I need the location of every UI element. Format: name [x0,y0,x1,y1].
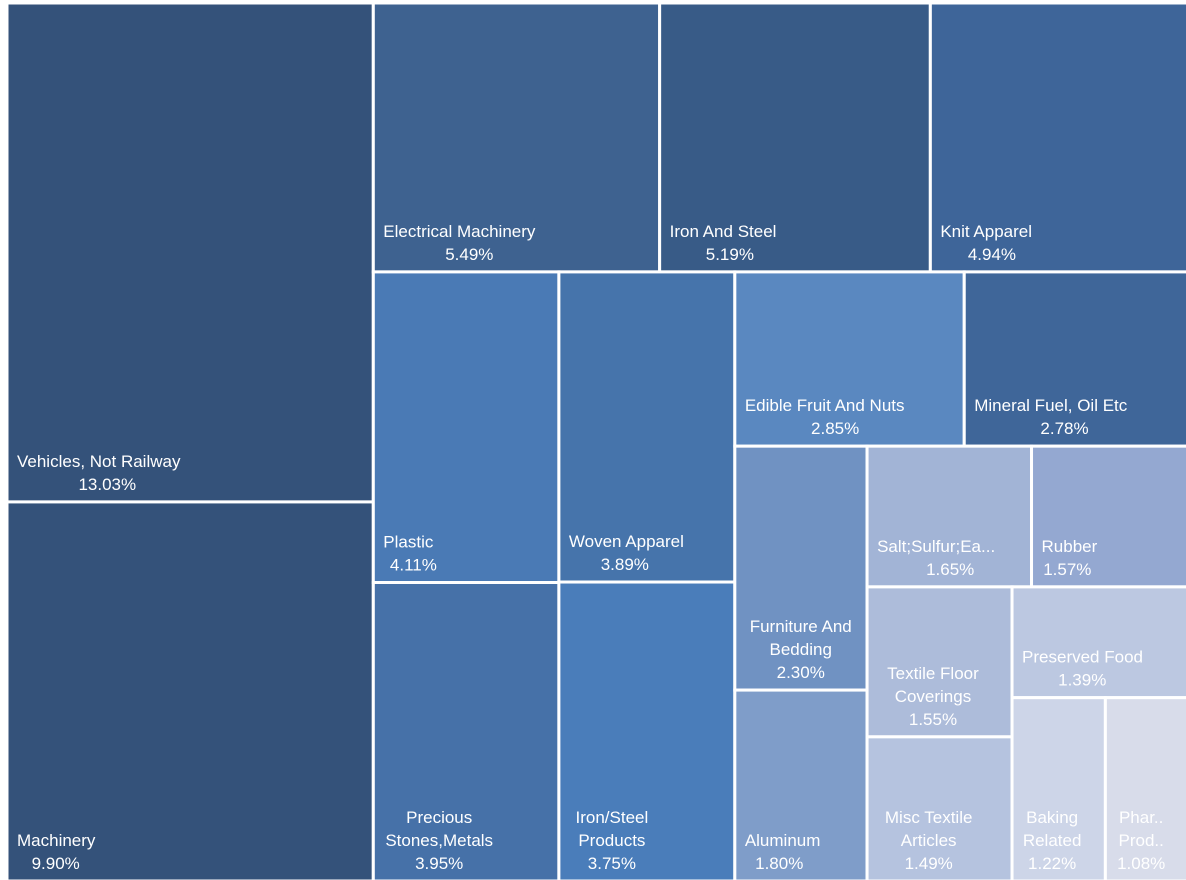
tile-value: 1.80% [755,854,803,873]
tile-value: 1.65% [926,560,974,579]
tile-label: Textile Floor Coverings [887,664,979,706]
tile-label: Woven Apparel [569,532,684,551]
tile-value: 3.75% [588,854,636,873]
tile-label: Salt;Sulfur;Ea... [877,537,995,556]
tile-value: 1.55% [909,710,957,729]
tile [658,1,932,274]
tile-value: 1.22% [1028,854,1076,873]
tile-value: 1.39% [1058,671,1106,690]
tile-value: 4.94% [968,245,1016,264]
tile-label: Furniture And Bedding [750,617,852,659]
tile [5,500,375,880]
tile-value: 2.78% [1040,419,1088,438]
tile-value: 2.30% [777,663,825,682]
tile [733,444,869,692]
tile [1010,696,1107,880]
tile-value: 3.89% [601,555,649,574]
tile-value: 3.95% [415,854,463,873]
tile [733,688,869,880]
tile-label: Vehicles, Not Railway [17,452,181,471]
tile-label: Machinery [17,831,96,850]
tile-value: 9.90% [32,854,80,873]
tile-label: Edible Fruit And Nuts [745,396,905,415]
tile-value: 1.57% [1043,560,1091,579]
tile-label: Plastic [383,533,434,552]
tile-value: 5.19% [706,245,754,264]
tile [865,735,1014,880]
tile-label: Iron/Steel Products [576,808,649,850]
tile-label: Misc Textile Articles [885,808,973,850]
tile-label: Electrical Machinery [383,222,536,241]
tile-label: Aluminum [745,831,821,850]
tile-value: 1.08% [1117,854,1165,873]
tile-label: Baking Related [1023,808,1082,850]
tile-label: Rubber [1042,537,1098,556]
tile [371,581,561,880]
tile [371,1,662,274]
tile-value: 2.85% [811,419,859,438]
tile [5,1,375,504]
tile-value: 1.49% [905,854,953,873]
tile-label: Phar.. Prod.. [1118,808,1163,850]
tile-label: Knit Apparel [940,222,1032,241]
tile [733,270,966,448]
tile [371,270,561,585]
tile [557,270,737,584]
tile [962,270,1186,448]
tile-label: Iron And Steel [670,222,777,241]
tile-label: Preserved Food [1022,648,1143,667]
tile-value: 13.03% [78,475,136,494]
tile [865,585,1014,739]
tile-value: 5.49% [445,245,493,264]
tile [557,580,737,880]
tile-value: 4.11% [390,556,437,575]
tile-label: Precious Stones,Metals [385,808,493,850]
tile-label: Mineral Fuel, Oil Etc [974,396,1128,415]
tile [1103,696,1186,880]
